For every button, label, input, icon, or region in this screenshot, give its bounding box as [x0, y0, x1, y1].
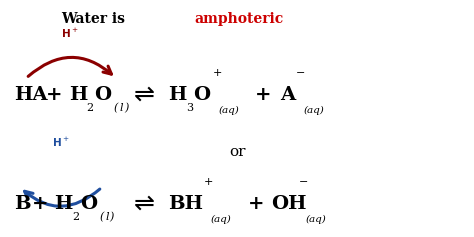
Text: (: (	[100, 212, 104, 222]
Text: O: O	[193, 86, 210, 104]
Text: O: O	[94, 86, 111, 104]
Text: (aq): (aq)	[219, 106, 240, 115]
Text: +: +	[46, 86, 63, 104]
Text: H$^+$: H$^+$	[61, 27, 79, 40]
Text: Water is: Water is	[62, 12, 130, 26]
Text: B: B	[14, 195, 31, 213]
Text: OH: OH	[271, 195, 307, 213]
Text: O: O	[80, 195, 97, 213]
Text: +: +	[213, 68, 222, 78]
FancyArrowPatch shape	[28, 57, 111, 76]
Text: BH: BH	[168, 195, 203, 213]
Text: ): )	[124, 103, 128, 113]
Text: 2: 2	[87, 103, 94, 113]
Text: +: +	[248, 195, 264, 213]
Text: (: (	[114, 103, 118, 113]
Text: H: H	[168, 86, 187, 104]
Text: A: A	[281, 86, 296, 104]
Text: (aq): (aq)	[303, 106, 324, 115]
Text: H: H	[69, 86, 87, 104]
Text: HA: HA	[14, 86, 48, 104]
Text: or: or	[229, 145, 245, 159]
Text: +: +	[204, 178, 213, 187]
Text: H$^+$: H$^+$	[52, 136, 70, 149]
Text: (aq): (aq)	[211, 215, 232, 224]
Text: ⇌: ⇌	[134, 192, 155, 216]
Text: (aq): (aq)	[306, 215, 327, 224]
Text: 2: 2	[73, 212, 80, 222]
Text: +: +	[32, 195, 48, 213]
Text: H: H	[55, 195, 73, 213]
Text: 3: 3	[186, 103, 193, 113]
Text: amphoteric: amphoteric	[194, 12, 283, 26]
Text: ): )	[109, 212, 114, 222]
Text: +: +	[255, 86, 271, 104]
Text: l: l	[119, 103, 123, 113]
Text: ⇌: ⇌	[134, 83, 155, 107]
FancyArrowPatch shape	[25, 189, 100, 206]
Text: −: −	[296, 68, 306, 78]
Text: −: −	[299, 178, 308, 187]
Text: l: l	[105, 212, 109, 222]
